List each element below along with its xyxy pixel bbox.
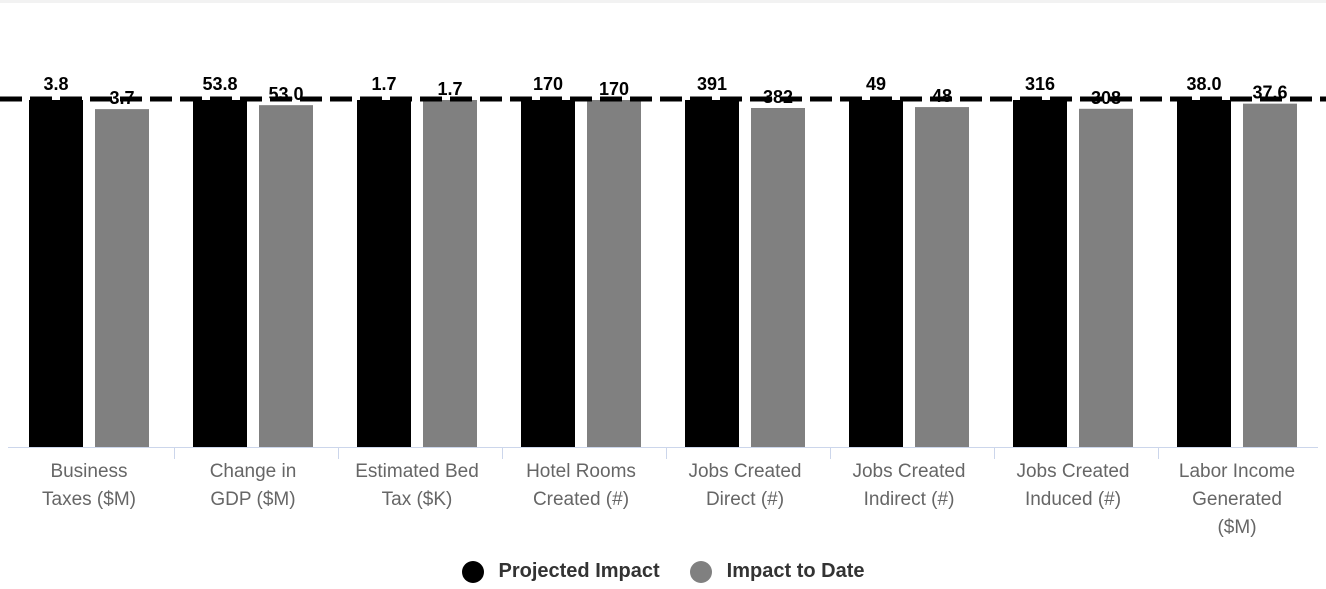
category-label-line: Induced (#) bbox=[1024, 489, 1122, 510]
bar-chart: 3.83.753.853.01.71.717017039138249483163… bbox=[0, 74, 1326, 459]
category-label-line: Direct (#) bbox=[705, 489, 785, 510]
category-label-line: GDP ($M) bbox=[210, 489, 296, 510]
data-label-projected: 170 bbox=[533, 74, 563, 94]
category-label: Change in GDP ($M) bbox=[178, 458, 328, 514]
category-label-line: Jobs Created bbox=[852, 461, 966, 482]
data-label-projected: 38.0 bbox=[1186, 74, 1221, 94]
bar-projected[interactable] bbox=[849, 100, 903, 447]
legend-dot-to-date bbox=[689, 560, 712, 583]
category-label-line: Hotel Rooms bbox=[526, 461, 636, 482]
bar-projected[interactable] bbox=[193, 100, 247, 447]
category-label-line: Jobs Created bbox=[688, 461, 802, 482]
data-label-to-date: 308 bbox=[1091, 88, 1121, 108]
category-label: Jobs Created Direct (#) bbox=[670, 458, 820, 514]
category-label: Business Taxes ($M) bbox=[14, 458, 164, 514]
category-label-line: Indirect (#) bbox=[863, 489, 955, 510]
data-label-projected: 49 bbox=[866, 74, 886, 94]
bar-to-date[interactable] bbox=[1079, 108, 1133, 447]
data-label-to-date: 48 bbox=[932, 86, 952, 106]
data-label-to-date: 382 bbox=[763, 87, 793, 107]
bar-to-date[interactable] bbox=[1243, 103, 1297, 447]
bar-projected[interactable] bbox=[685, 100, 739, 447]
category-label-line: Generated bbox=[1192, 489, 1282, 510]
data-label-projected: 1.7 bbox=[371, 74, 396, 94]
bar-to-date[interactable] bbox=[587, 100, 641, 447]
bar-projected[interactable] bbox=[29, 100, 83, 447]
data-label-projected: 316 bbox=[1025, 74, 1055, 94]
category-label: Estimated Bed Tax ($K) bbox=[342, 458, 492, 514]
bar-to-date[interactable] bbox=[751, 107, 805, 447]
category-label: Labor Income Generated ($M) bbox=[1162, 458, 1312, 542]
bar-projected[interactable] bbox=[1013, 100, 1067, 447]
category-label-line: Jobs Created bbox=[1016, 461, 1130, 482]
data-label-to-date: 1.7 bbox=[437, 79, 462, 99]
data-label-projected: 3.8 bbox=[43, 74, 68, 94]
legend-label-projected: Projected Impact bbox=[498, 560, 660, 582]
category-label: Jobs Created Induced (#) bbox=[998, 458, 1148, 514]
data-label-projected: 391 bbox=[697, 74, 727, 94]
category-label-line: Taxes ($M) bbox=[42, 489, 136, 510]
legend-dot-projected bbox=[461, 560, 484, 583]
legend: Projected Impact Impact to Date bbox=[0, 560, 1326, 583]
category-label: Jobs Created Indirect (#) bbox=[834, 458, 984, 514]
category-label-line: ($M) bbox=[1217, 517, 1257, 538]
category-label-line: Change in bbox=[209, 461, 297, 482]
bar-to-date[interactable] bbox=[915, 107, 969, 447]
bar-projected[interactable] bbox=[1177, 100, 1231, 447]
category-label-line: Labor Income bbox=[1178, 461, 1296, 482]
bar-to-date[interactable] bbox=[259, 105, 313, 447]
category-label-line: Created (#) bbox=[532, 489, 630, 510]
bar-to-date[interactable] bbox=[423, 100, 477, 447]
category-label-line: Estimated Bed bbox=[355, 461, 479, 482]
category-label-line: Tax ($K) bbox=[381, 489, 453, 510]
data-label-projected: 53.8 bbox=[202, 74, 237, 94]
legend-item-to-date[interactable]: Impact to Date bbox=[689, 560, 865, 583]
bar-projected[interactable] bbox=[521, 100, 575, 447]
category-label: Hotel Rooms Created (#) bbox=[506, 458, 656, 514]
legend-label-to-date: Impact to Date bbox=[726, 560, 865, 582]
bar-projected[interactable] bbox=[357, 100, 411, 447]
data-label-to-date: 170 bbox=[599, 79, 629, 99]
legend-item-projected[interactable]: Projected Impact bbox=[461, 560, 660, 583]
category-label-line: Business bbox=[50, 461, 128, 482]
bar-to-date[interactable] bbox=[95, 109, 149, 447]
top-border bbox=[0, 0, 1326, 3]
